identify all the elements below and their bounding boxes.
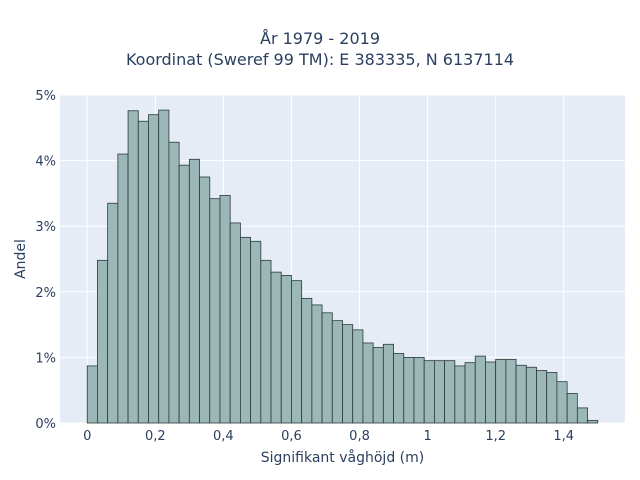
histogram-bar — [270, 271, 282, 424]
histogram-bar — [158, 109, 170, 424]
histogram-bar — [321, 312, 333, 424]
x-tick-label: 0,2 — [145, 429, 166, 444]
histogram-bar — [566, 393, 578, 424]
y-tick-label: 5% — [35, 89, 56, 104]
histogram-bar — [525, 366, 537, 424]
histogram-bar — [168, 141, 180, 424]
histogram-bar — [107, 202, 119, 424]
histogram-bar — [587, 419, 599, 424]
histogram-bar — [444, 360, 456, 424]
y-tick-label: 3% — [35, 220, 56, 235]
histogram-bar — [393, 353, 405, 424]
histogram-bar — [505, 358, 517, 424]
x-tick-label: 1,2 — [485, 429, 506, 444]
histogram-bar — [137, 120, 149, 424]
histogram-bar — [199, 176, 211, 424]
x-tick-label: 1 — [423, 429, 431, 444]
histogram-bar — [403, 356, 415, 424]
histogram-bar — [86, 365, 98, 424]
x-axis-label: Signifikant våghöjd (m) — [261, 449, 424, 466]
histogram-bar — [495, 358, 507, 424]
y-tick-label: 0% — [35, 417, 56, 432]
histogram-bar — [485, 361, 497, 424]
histogram-bar — [188, 158, 200, 424]
chart-subtitle: Koordinat (Sweref 99 TM): E 383335, N 61… — [125, 50, 515, 69]
histogram-bar — [127, 110, 139, 424]
histogram-bar — [331, 320, 343, 424]
histogram-bar — [178, 164, 190, 424]
histogram-bar — [464, 362, 476, 424]
x-tick-label: 0,8 — [349, 429, 370, 444]
histogram-bar — [515, 364, 527, 424]
x-tick-label: 0 — [83, 429, 91, 444]
histogram-bar — [576, 407, 588, 424]
histogram-bar — [239, 236, 252, 424]
histogram-bar — [556, 381, 568, 424]
histogram-bar — [311, 304, 323, 424]
histogram-bar — [536, 370, 548, 424]
x-tick-label: 1,4 — [553, 429, 574, 444]
histogram-bar — [342, 324, 354, 424]
histogram-bar — [280, 274, 292, 424]
histogram-bar — [382, 343, 394, 424]
histogram-bar — [148, 114, 160, 424]
chart-title: År 1979 - 2019 — [260, 29, 380, 48]
histogram-bar — [229, 222, 241, 424]
histogram-bar — [117, 153, 129, 424]
y-tick-labels: 0% 1% 2% 3% 4% 5% — [35, 89, 56, 432]
histogram-bar — [97, 259, 109, 424]
histogram-bar — [260, 259, 272, 424]
histogram-bar — [291, 280, 303, 424]
histogram-bar — [423, 360, 435, 424]
histogram-bar — [372, 347, 384, 424]
x-tick-labels: 0 0,2 0,4 0,6 0,8 1 1,2 1,4 — [83, 429, 574, 444]
x-tick-label: 0,6 — [281, 429, 302, 444]
histogram-bar — [301, 297, 313, 424]
histogram-bar — [209, 198, 221, 424]
y-tick-label: 2% — [35, 286, 56, 301]
y-axis-label: Andel — [13, 239, 29, 279]
histogram-bar — [352, 329, 364, 424]
histogram-bar — [413, 356, 425, 424]
bars — [86, 109, 599, 424]
histogram-bar — [454, 365, 466, 424]
histogram-bar — [362, 342, 374, 424]
histogram-bar — [219, 194, 231, 424]
x-tick-label: 0,4 — [213, 429, 234, 444]
histogram-bar — [250, 240, 262, 424]
histogram-bar — [474, 355, 486, 424]
y-tick-label: 4% — [35, 155, 56, 170]
histogram-bar — [546, 372, 558, 424]
histogram-bar — [433, 360, 446, 424]
y-tick-label: 1% — [35, 351, 56, 366]
